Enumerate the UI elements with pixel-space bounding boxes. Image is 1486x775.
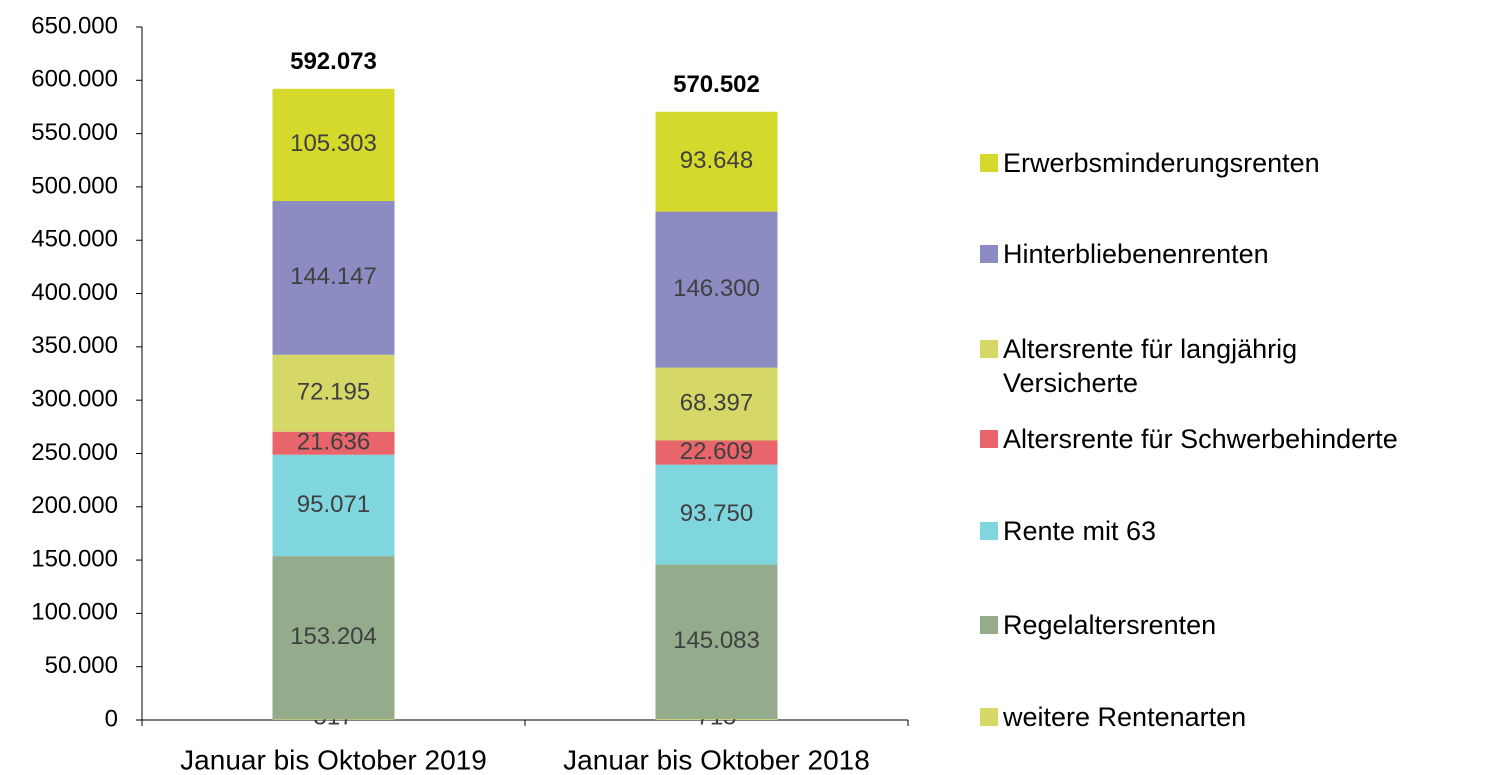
y-tick-label: 300.000 [31,385,118,412]
value-label: 22.609 [680,438,753,465]
value-label: 93.750 [680,500,753,527]
bar-segment [272,88,395,202]
legend-swatch [980,340,998,358]
legend-label: Erwerbsminderungsrenten [1003,148,1320,178]
bar-segment [272,556,395,720]
value-label: 93.648 [680,147,753,174]
y-tick-label: 200.000 [31,492,118,519]
x-tick-label: Januar bis Oktober 2018 [563,744,870,775]
x-tick-label: Januar bis Oktober 2019 [180,744,487,775]
bar-segment [655,719,778,720]
legend-item: Rente mit 63 [980,514,1483,548]
legend-label: weitere Rentenarten [1003,702,1247,732]
total-label: 592.073 [290,48,377,75]
y-tick-label: 550.000 [31,119,118,146]
y-tick-label: 50.000 [45,652,118,679]
y-tick-label: 150.000 [31,545,118,572]
legend-label: Hinterbliebenenrenten [1003,239,1269,269]
y-tick-label: 500.000 [31,172,118,199]
legend-label: Altersrente für Schwerbehinderte [1003,424,1398,454]
y-tick-label: 600.000 [31,66,118,93]
value-label: 145.083 [673,627,760,654]
bar-segment [655,440,778,465]
y-tick-label: 650.000 [31,12,118,39]
legend-item: Altersrente für langjährig Versicherte [980,332,1303,400]
value-label: 72.195 [297,379,370,406]
y-tick-label: 350.000 [31,332,118,359]
value-label: 153.204 [290,623,377,650]
legend-item: Altersrente für Schwerbehinderte [980,422,1483,456]
legend-swatch [980,616,998,634]
legend-swatch [980,154,998,172]
bar-segment [655,367,778,441]
legend-swatch [980,522,998,540]
y-tick-label: 0 [105,705,118,732]
legend-swatch [980,430,998,448]
legend-item: Hinterbliebenenrenten [980,237,1483,271]
legend-label: Rente mit 63 [1003,516,1157,546]
bar-segment [272,431,395,455]
y-tick-label: 400.000 [31,279,118,306]
bar-segment [655,111,778,212]
value-label: 68.397 [680,389,753,416]
bar-segment [272,354,395,432]
legend-swatch [980,245,998,263]
bar-segment [655,464,778,565]
bar-segment [272,454,395,557]
y-tick-label: 250.000 [31,439,118,466]
value-label: 105.303 [290,130,377,157]
value-label: 21.636 [297,429,370,456]
bar-segment [272,201,395,355]
legend-item: Regelaltersrenten [980,608,1483,642]
legend-label: Regelaltersrenten [1003,610,1217,640]
bar-segment [655,211,778,368]
legend-swatch [980,708,998,726]
bar-segment [272,719,395,720]
legend-item: Erwerbsminderungsrenten [980,146,1483,180]
bar-segment [655,564,778,720]
legend-item: weitere Rentenarten [980,700,1483,734]
total-label: 570.502 [673,71,760,98]
y-tick-label: 100.000 [31,599,118,626]
legend-label: Altersrente für langjährig Versicherte [1003,334,1298,398]
y-tick-label: 450.000 [31,226,118,253]
value-label: 144.147 [290,263,377,290]
value-label: 146.300 [673,275,760,302]
value-label: 95.071 [297,491,370,518]
